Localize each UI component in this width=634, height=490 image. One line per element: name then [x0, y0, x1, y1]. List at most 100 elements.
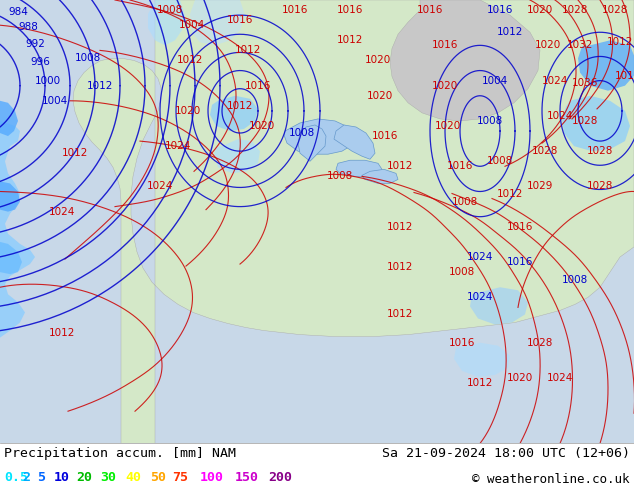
- Text: 100: 100: [200, 471, 224, 484]
- Polygon shape: [0, 242, 22, 274]
- Text: 1016: 1016: [245, 81, 271, 91]
- Text: 1012: 1012: [497, 27, 523, 37]
- Text: 1020: 1020: [507, 373, 533, 383]
- Text: 1028: 1028: [532, 146, 558, 156]
- Text: 1016: 1016: [337, 5, 363, 15]
- Text: 1012: 1012: [387, 262, 413, 272]
- Text: 1020: 1020: [435, 121, 461, 131]
- Text: 30: 30: [100, 471, 116, 484]
- Text: 1020: 1020: [367, 91, 393, 101]
- Text: 1032: 1032: [567, 40, 593, 50]
- Text: 1000: 1000: [35, 75, 61, 86]
- Text: 1016: 1016: [372, 131, 398, 141]
- Text: 1008: 1008: [449, 267, 475, 277]
- Text: 2: 2: [22, 471, 30, 484]
- Text: 1020: 1020: [527, 5, 553, 15]
- Polygon shape: [190, 0, 245, 46]
- Text: 1016: 1016: [507, 222, 533, 232]
- Text: 1012: 1012: [387, 222, 413, 232]
- Text: 1012: 1012: [607, 37, 633, 48]
- Text: 988: 988: [18, 22, 38, 32]
- Polygon shape: [73, 0, 634, 443]
- Text: 1024: 1024: [547, 373, 573, 383]
- Text: 1016: 1016: [432, 40, 458, 50]
- Text: 984: 984: [8, 7, 28, 17]
- Text: 1008: 1008: [452, 196, 478, 207]
- Polygon shape: [562, 96, 630, 151]
- Text: 1004: 1004: [42, 96, 68, 106]
- Text: 1012: 1012: [61, 148, 88, 158]
- Text: Precipitation accum. [mm] NAM: Precipitation accum. [mm] NAM: [4, 447, 236, 461]
- Polygon shape: [454, 343, 510, 377]
- Polygon shape: [284, 119, 355, 154]
- Text: 75: 75: [172, 471, 188, 484]
- Text: 1024: 1024: [542, 75, 568, 86]
- Polygon shape: [334, 125, 375, 159]
- Text: 1020: 1020: [432, 81, 458, 91]
- Text: 992: 992: [25, 39, 45, 49]
- Polygon shape: [0, 101, 18, 136]
- Text: 1016: 1016: [449, 338, 476, 348]
- Text: 1036: 1036: [572, 77, 598, 88]
- Text: 50: 50: [150, 471, 166, 484]
- Text: 1008: 1008: [477, 116, 503, 126]
- Text: 1012: 1012: [467, 378, 493, 388]
- Text: 5: 5: [37, 471, 45, 484]
- Text: 1004: 1004: [482, 75, 508, 86]
- Text: 1016: 1016: [417, 5, 443, 15]
- Text: 1008: 1008: [157, 5, 183, 15]
- Text: © weatheronline.co.uk: © weatheronline.co.uk: [472, 473, 630, 486]
- Polygon shape: [336, 160, 382, 177]
- Text: 996: 996: [30, 57, 50, 68]
- Text: 200: 200: [268, 471, 292, 484]
- Polygon shape: [0, 181, 20, 212]
- Text: 1016: 1016: [487, 5, 513, 15]
- Text: 1008: 1008: [289, 128, 315, 138]
- Text: 1024: 1024: [467, 252, 493, 262]
- Text: 1008: 1008: [562, 275, 588, 285]
- Text: 1012: 1012: [227, 101, 253, 111]
- Text: 1012: 1012: [387, 161, 413, 172]
- Polygon shape: [148, 0, 185, 46]
- Text: 1012: 1012: [497, 189, 523, 198]
- Text: 1004: 1004: [179, 20, 205, 30]
- Polygon shape: [578, 40, 634, 91]
- Text: 1024: 1024: [467, 293, 493, 302]
- Text: 1028: 1028: [572, 116, 598, 126]
- Polygon shape: [210, 96, 258, 131]
- Text: 1020: 1020: [175, 106, 201, 116]
- Text: 1024: 1024: [547, 111, 573, 121]
- Text: 1020: 1020: [365, 55, 391, 66]
- Text: 1016: 1016: [507, 257, 533, 267]
- Text: 1029: 1029: [527, 181, 553, 192]
- Text: 1020: 1020: [535, 40, 561, 50]
- Text: 1028: 1028: [587, 146, 613, 156]
- Text: 10: 10: [54, 471, 70, 484]
- Text: 1012: 1012: [49, 328, 75, 338]
- Polygon shape: [214, 139, 260, 173]
- Text: 150: 150: [235, 471, 259, 484]
- Text: 1008: 1008: [75, 53, 101, 63]
- Polygon shape: [390, 0, 540, 121]
- Polygon shape: [470, 287, 528, 324]
- Text: 1016: 1016: [227, 15, 253, 25]
- Polygon shape: [0, 0, 35, 338]
- Text: 1012: 1012: [615, 71, 634, 80]
- Text: 1028: 1028: [562, 5, 588, 15]
- Text: 1008: 1008: [327, 172, 353, 181]
- Text: 1028: 1028: [527, 338, 553, 348]
- Text: Sa 21-09-2024 18:00 UTC (12+06): Sa 21-09-2024 18:00 UTC (12+06): [382, 447, 630, 461]
- Text: 1012: 1012: [337, 35, 363, 45]
- Text: 1024: 1024: [49, 207, 75, 217]
- Text: 1012: 1012: [387, 310, 413, 319]
- Text: 1016: 1016: [281, 5, 308, 15]
- Text: 20: 20: [76, 471, 92, 484]
- Text: 1028: 1028: [587, 181, 613, 192]
- Polygon shape: [298, 125, 326, 161]
- Text: 0.5: 0.5: [4, 471, 28, 484]
- Text: 1012: 1012: [177, 55, 203, 66]
- Text: 1028: 1028: [602, 5, 628, 15]
- Text: 1024: 1024: [165, 141, 191, 151]
- Text: 1020: 1020: [249, 121, 275, 131]
- Text: 1024: 1024: [147, 181, 173, 192]
